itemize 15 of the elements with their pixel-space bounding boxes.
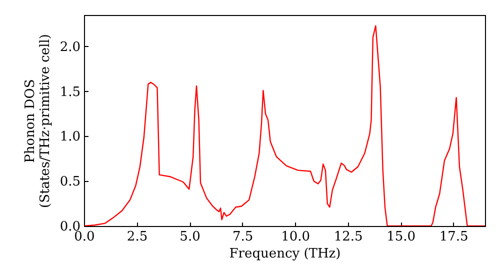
x-tick-label: 5.0 xyxy=(180,230,200,244)
x-tick-label: 2.5 xyxy=(126,230,148,244)
x-tick-label: 17.5 xyxy=(439,230,468,244)
y-tick-label: 1.0 xyxy=(60,130,80,145)
x-tick-label: 7.5 xyxy=(232,230,254,244)
x-tick-label: 10.0 xyxy=(281,230,310,244)
x-axis-title: Frequency (THz) xyxy=(229,246,341,262)
x-tick-label: 12.5 xyxy=(334,230,363,244)
y-tick-label: 0.5 xyxy=(60,174,80,190)
y-tick-label: 1.5 xyxy=(60,84,80,100)
x-tick-label: 0.0 xyxy=(74,230,95,244)
y-axis-title: Phonon DOS (States/THz·primitive cell) xyxy=(22,34,53,208)
y-tick-label: 2.0 xyxy=(60,40,80,55)
line-series xyxy=(84,25,485,226)
x-tick-label: 15.0 xyxy=(386,230,416,244)
